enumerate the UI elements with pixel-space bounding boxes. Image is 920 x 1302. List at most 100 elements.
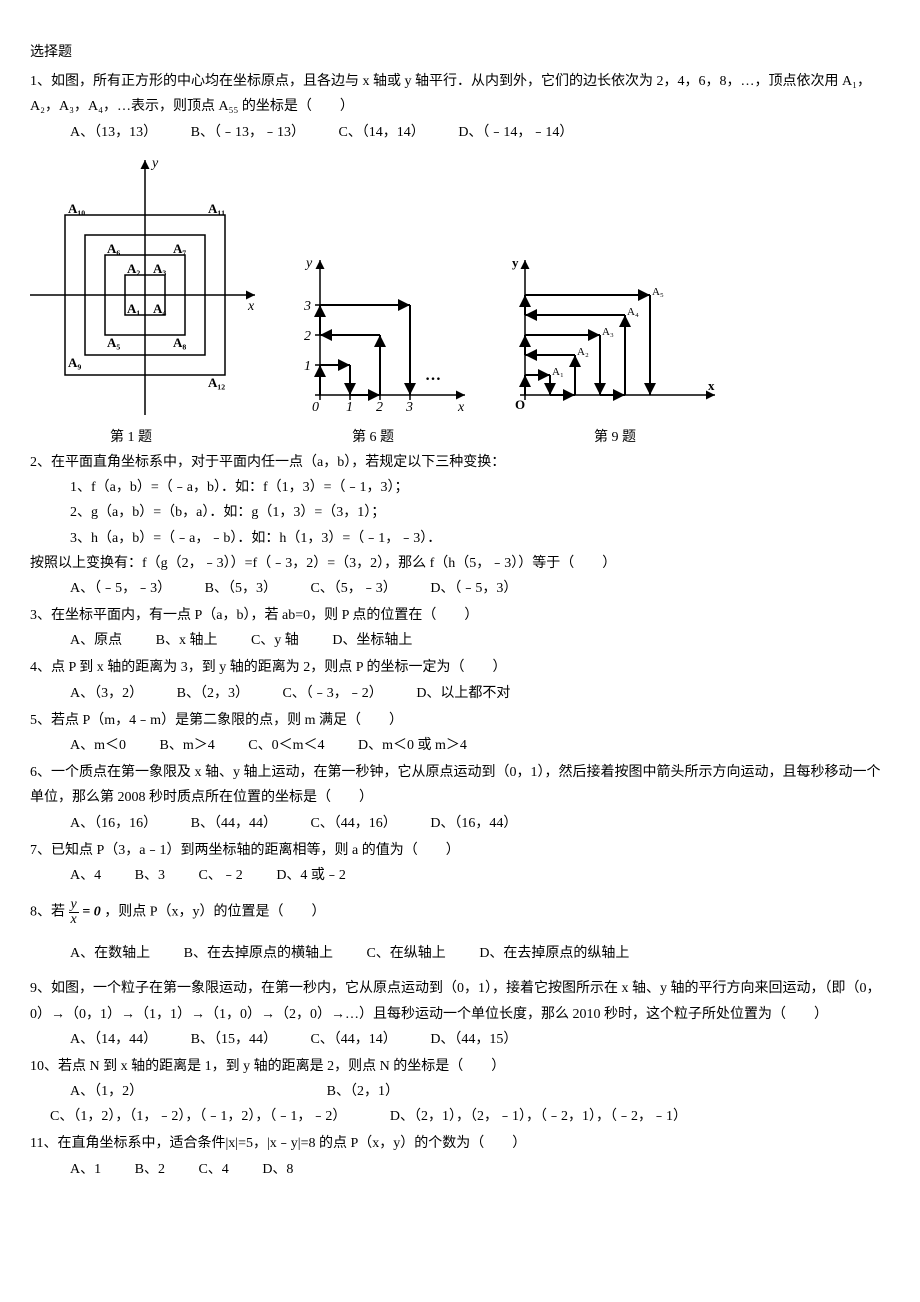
q9-opt-b: B、（15，44） <box>191 1027 277 1052</box>
fig6-origin: 0 <box>312 400 319 415</box>
q9-opt-a: A、（14，44） <box>70 1027 157 1052</box>
q11-opt-a: A、1 <box>70 1157 101 1182</box>
q8-frac-num: y <box>69 898 79 913</box>
q8-opt-a: A、在数轴上 <box>70 941 150 966</box>
q7-opt-b: B、3 <box>135 863 165 888</box>
q10-text: 10、若点 N 到 x 轴的距离是 1，到 y 轴的距离是 2，则点 N 的坐标… <box>30 1054 890 1079</box>
q5-opt-c: C、0＜m＜4 <box>248 733 324 758</box>
q8-prefix: 8、若 <box>30 905 65 920</box>
fig1-a4: A₄ <box>153 301 166 316</box>
q1-opt-a: A、（13，13） <box>70 120 157 145</box>
q2-rule1: 1、f（a，b）=（﹣a，b）．如：f（1，3）=（﹣1，3）； <box>30 475 890 500</box>
q10-opt-c: C、（1，2），（1，﹣2），（﹣1，2），（﹣1，﹣2） <box>50 1109 346 1124</box>
q5-text: 5、若点 P（m，4﹣m）是第二象限的点，则 m 满足（ ） <box>30 708 890 733</box>
q1-options: A、（13，13） B、（﹣13，﹣13） C、（14，14） D、（﹣14，﹣… <box>30 120 890 145</box>
fig1-a10: A₁₀ <box>68 201 85 216</box>
fig1-a7: A₇ <box>173 241 186 256</box>
question-9: 9、如图，一个粒子在第一象限运动，在第一秒内，它从原点运动到（0，1），接着它按… <box>30 976 890 1052</box>
q3-opt-d: D、坐标轴上 <box>332 628 412 653</box>
q8-opt-d: D、在去掉原点的纵轴上 <box>479 941 629 966</box>
q11-options: A、1 B、2 C、4 D、8 <box>30 1157 890 1182</box>
figure-labels: 第 1 题 第 6 题 第 9 题 <box>30 425 890 450</box>
fig9-a2: A₂ <box>577 346 589 358</box>
q1-opt-d: D、（﹣14，﹣14） <box>458 120 573 145</box>
q10-opt-b: B、（2，1） <box>327 1079 399 1104</box>
q8-opt-c: C、在纵轴上 <box>366 941 445 966</box>
q6-options: A、（16，16） B、（44，44） C、（44，16） D、（16，44） <box>30 811 890 836</box>
fig6-dots: … <box>425 367 441 384</box>
q2-opt-c: C、（5，﹣3） <box>310 576 396 601</box>
question-2: 2、在平面直角坐标系中，对于平面内任一点（a，b），若规定以下三种变换： 1、f… <box>30 450 890 601</box>
fig1-a12: A₁₂ <box>208 375 225 390</box>
q3-options: A、原点 B、x 轴上 C、y 轴 D、坐标轴上 <box>30 628 890 653</box>
q5-opt-b: B、m＞4 <box>160 733 215 758</box>
q8-fraction: y x <box>69 898 79 927</box>
q9-text: 9、如图，一个粒子在第一象限运动，在第一秒内，它从原点运动到（0，1），接着它按… <box>30 976 890 1026</box>
fig9-x-label: x <box>708 378 715 393</box>
q11-opt-c: C、4 <box>198 1157 228 1182</box>
fig6-xt1: 1 <box>346 400 353 415</box>
fig6-xt3: 3 <box>405 400 413 415</box>
figure-1: y x A₁ A₂ A₃ A₄ A₅ A₆ A₇ A₈ A₉ A₁₀ A₁₁ A… <box>30 155 260 415</box>
fig6-yt2: 2 <box>304 329 311 344</box>
figure-6: y x 0 1 2 3 1 2 3 … <box>290 255 470 415</box>
question-10: 10、若点 N 到 x 轴的距离是 1，到 y 轴的距离是 2，则点 N 的坐标… <box>30 1054 890 1130</box>
question-3: 3、在坐标平面内，有一点 P（a，b），若 ab=0，则 P 点的位置在（ ） … <box>30 603 890 653</box>
fig1-a6: A₆ <box>107 241 120 256</box>
q11-opt-d: D、8 <box>262 1157 293 1182</box>
fig-label-9: 第 9 题 <box>594 425 636 450</box>
q9-options: A、（14，44） B、（15，44） C、（44，14） D、（44，15） <box>30 1027 890 1052</box>
q2-opt-b: B、（5，3） <box>205 576 277 601</box>
q3-text: 3、在坐标平面内，有一点 P（a，b），若 ab=0，则 P 点的位置在（ ） <box>30 603 890 628</box>
question-6: 6、一个质点在第一象限及 x 轴、y 轴上运动，在第一秒钟，它从原点运动到（0，… <box>30 760 890 836</box>
fig6-x-label: x <box>457 400 465 415</box>
fig9-a5: A₅ <box>652 286 664 298</box>
fig1-a11: A₁₁ <box>208 201 225 216</box>
q4-opt-a: A、（3，2） <box>70 681 143 706</box>
q6-opt-a: A、（16，16） <box>70 811 157 836</box>
q6-opt-d: D、（16，44） <box>430 811 517 836</box>
q8-frac-den: x <box>69 913 79 927</box>
fig9-a3: A₃ <box>602 326 614 338</box>
q4-options: A、（3，2） B、（2，3） C、（﹣3，﹣2） D、以上都不对 <box>30 681 890 706</box>
q6-opt-b: B、（44，44） <box>191 811 277 836</box>
question-4: 4、点 P 到 x 轴的距离为 3，到 y 轴的距离为 2，则点 P 的坐标一定… <box>30 655 890 705</box>
fig6-yt1: 1 <box>304 359 311 374</box>
q2-ask: 按照以上变换有：f（g（2，﹣3））=f（﹣3，2）=（3，2），那么 f（h（… <box>30 551 890 576</box>
fig9-y-label: y <box>512 255 519 270</box>
fig1-x-label: x <box>247 299 255 314</box>
q5-opt-a: A、m＜0 <box>70 733 126 758</box>
q7-opt-d: D、4 或﹣2 <box>276 863 346 888</box>
q7-text: 7、已知点 P（3，a﹣1）到两坐标轴的距离相等，则 a 的值为（ ） <box>30 838 890 863</box>
q5-opt-d: D、m＜0 或 m＞4 <box>358 733 467 758</box>
fig1-a3: A₃ <box>153 261 166 276</box>
question-5: 5、若点 P（m，4﹣m）是第二象限的点，则 m 满足（ ） A、m＜0 B、m… <box>30 708 890 758</box>
fig1-y-label: y <box>150 156 159 171</box>
fig1-a2: A₂ <box>127 261 140 276</box>
q3-opt-c: C、y 轴 <box>251 628 299 653</box>
figures-row: y x A₁ A₂ A₃ A₄ A₅ A₆ A₇ A₈ A₉ A₁₀ A₁₁ A… <box>30 155 890 415</box>
q10-options-cd: C、（1，2），（1，﹣2），（﹣1，2），（﹣1，﹣2） D、（2，1），（2… <box>30 1104 890 1129</box>
question-8: 8、若 y x = 0 ，则点 P（x，y）的位置是（ ） A、在数轴上 B、在… <box>30 898 890 966</box>
fig-label-1: 第 1 题 <box>110 425 152 450</box>
fig9-origin: O <box>515 397 525 412</box>
fig9-a1: A₁ <box>552 366 564 378</box>
q1-opt-b: B、（﹣13，﹣13） <box>191 120 305 145</box>
q11-text: 11、在直角坐标系中，适合条件|x|=5，|x﹣y|=8 的点 P（x，y）的个… <box>30 1131 890 1156</box>
q4-opt-d: D、以上都不对 <box>416 681 510 706</box>
q8-opt-b: B、在去掉原点的横轴上 <box>184 941 333 966</box>
q11-opt-b: B、2 <box>135 1157 165 1182</box>
q3-opt-a: A、原点 <box>70 628 122 653</box>
question-1: 1、如图，所有正方形的中心均在坐标原点，且各边与 x 轴或 y 轴平行．从内到外… <box>30 69 890 145</box>
q1-text: 1、如图，所有正方形的中心均在坐标原点，且各边与 x 轴或 y 轴平行．从内到外… <box>30 69 890 119</box>
q10-opt-a: A、（1，2） <box>70 1079 143 1104</box>
q7-opt-c: C、﹣2 <box>198 863 242 888</box>
q1-opt-c: C、（14，14） <box>338 120 424 145</box>
q2-rule3: 3、h（a，b）=（﹣a，﹣b）．如：h（1，3）=（﹣1，﹣3）． <box>30 526 890 551</box>
fig6-yt3: 3 <box>303 299 311 314</box>
question-7: 7、已知点 P（3，a﹣1）到两坐标轴的距离相等，则 a 的值为（ ） A、4 … <box>30 838 890 888</box>
q8-suffix: ，则点 P（x，y）的位置是（ ） <box>104 905 325 920</box>
fig6-xt2: 2 <box>376 400 383 415</box>
q9-opt-d: D、（44，15） <box>430 1027 517 1052</box>
q6-opt-c: C、（44，16） <box>310 811 396 836</box>
